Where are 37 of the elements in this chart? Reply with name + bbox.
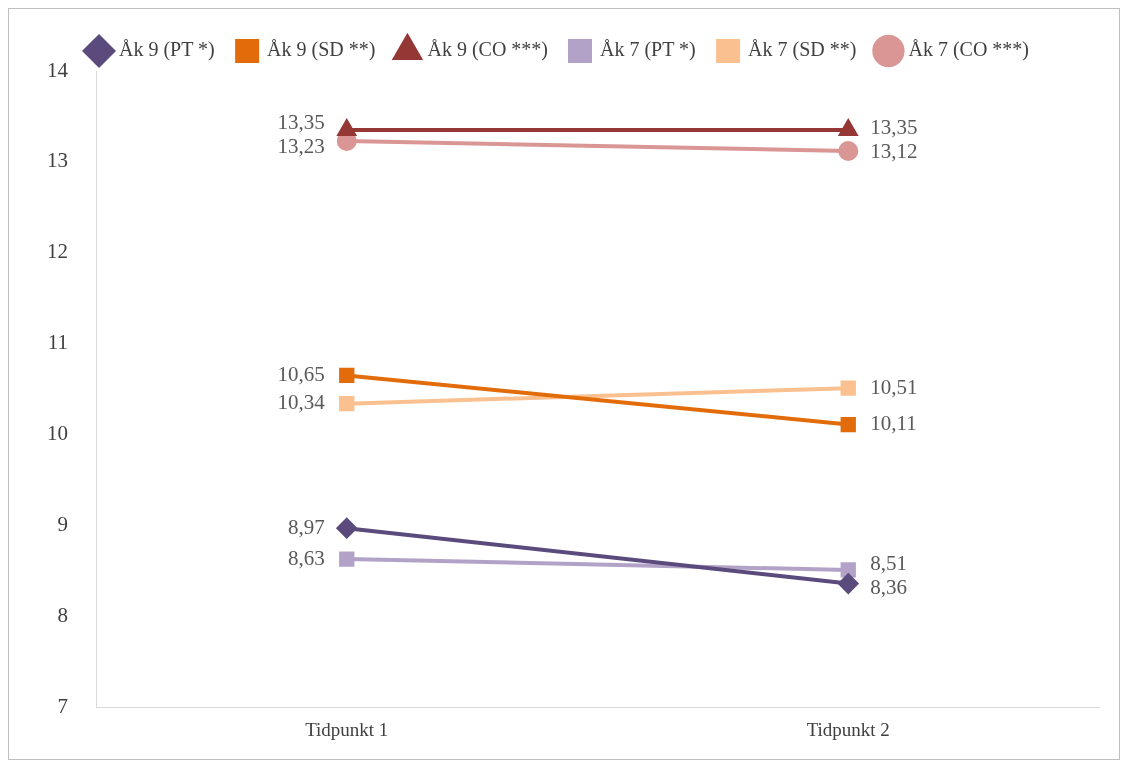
point bbox=[838, 573, 859, 594]
data-label: 10,65 bbox=[277, 361, 325, 386]
data-label: 13,23 bbox=[277, 134, 325, 159]
y-tick-label: 12 bbox=[47, 239, 68, 264]
data-label: 13,35 bbox=[277, 110, 325, 135]
point bbox=[840, 416, 856, 433]
y-tick-label: 10 bbox=[47, 421, 68, 446]
data-label: 13,12 bbox=[870, 139, 918, 164]
y-tick-label: 9 bbox=[57, 511, 68, 536]
legend-label: Åk 7 (PT *) bbox=[600, 38, 696, 62]
data-label: 8,36 bbox=[870, 575, 907, 600]
legend-label: Åk 9 (SD **) bbox=[267, 38, 376, 62]
data-label: 10,51 bbox=[870, 374, 918, 399]
x-tick-label: Tidpunkt 1 bbox=[305, 718, 389, 740]
data-label: 8,97 bbox=[288, 514, 325, 539]
data-label: 10,34 bbox=[277, 390, 326, 415]
point bbox=[339, 367, 355, 384]
legend-label: Åk 9 (PT *) bbox=[119, 38, 215, 62]
y-tick-label: 14 bbox=[47, 57, 69, 82]
data-label: 8,51 bbox=[870, 551, 907, 576]
legend-label: Åk 7 (CO ***) bbox=[908, 38, 1029, 62]
point bbox=[840, 380, 856, 396]
y-tick-label: 13 bbox=[47, 148, 68, 173]
legend-label: Åk 7 (SD **) bbox=[748, 38, 857, 62]
legend-label: Åk 9 (CO ***) bbox=[427, 38, 548, 62]
data-label: 8,63 bbox=[288, 545, 325, 570]
data-label: 13,35 bbox=[870, 115, 918, 140]
point bbox=[339, 395, 355, 412]
point bbox=[838, 140, 859, 161]
point bbox=[339, 551, 355, 567]
point bbox=[840, 562, 856, 578]
data-label: 10,11 bbox=[870, 411, 917, 436]
x-tick-label: Tidpunkt 2 bbox=[806, 718, 890, 740]
y-tick-label: 8 bbox=[57, 602, 68, 627]
y-tick-label: 7 bbox=[57, 693, 68, 718]
point bbox=[336, 518, 357, 539]
y-tick-label: 11 bbox=[47, 330, 68, 355]
